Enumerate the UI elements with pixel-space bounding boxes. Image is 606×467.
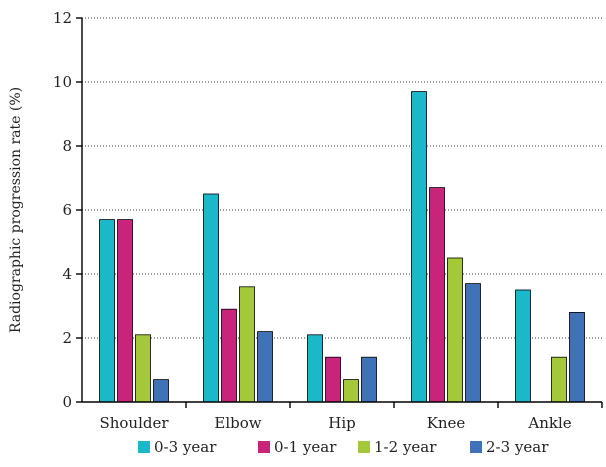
bar-0-1-year-shoulder	[117, 219, 133, 403]
bar-0-3-year-shoulder	[99, 219, 115, 403]
x-tick-label: Hip	[328, 414, 355, 432]
bars	[99, 91, 585, 403]
bar-0-1-year-elbow	[221, 308, 237, 403]
x-tick-label: Elbow	[214, 414, 261, 432]
y-tick-label: 2	[62, 329, 72, 347]
bar-0-1-year-knee	[429, 187, 445, 403]
y-tick-label: 0	[62, 393, 72, 411]
x-tick-label: Knee	[427, 414, 466, 432]
legend-label: 0-1 year	[274, 438, 337, 456]
bar-0-3-year-knee	[411, 91, 427, 403]
bar-0-3-year-ankle	[515, 289, 531, 403]
y-tick-label: 6	[62, 201, 72, 219]
bar-2-3-year-ankle	[569, 311, 585, 403]
legend: 0-3 year 0-1 year 1-2 year 2-3 year	[138, 438, 549, 456]
bar-2-3-year-elbow	[257, 331, 273, 403]
bar-0-1-year-hip	[325, 356, 341, 403]
bar-1-2-year-knee	[447, 257, 463, 403]
y-tick-label: 4	[62, 265, 72, 283]
bar-2-3-year-knee	[465, 283, 481, 403]
legend-label: 1-2 year	[374, 438, 437, 456]
y-axis-ticks: 0 2 4 6 8 10 12	[53, 9, 82, 411]
x-axis-ticks: Shoulder Elbow Hip Knee Ankle	[99, 402, 603, 432]
legend-swatch	[138, 441, 150, 453]
x-tick-label: Shoulder	[99, 414, 169, 432]
bar-1-2-year-ankle	[551, 356, 567, 403]
y-tick-label: 12	[53, 9, 72, 27]
y-tick-label: 8	[62, 137, 72, 155]
legend-swatch	[358, 441, 370, 453]
legend-swatch	[470, 441, 482, 453]
x-tick-label: Ankle	[527, 414, 571, 432]
bar-2-3-year-hip	[361, 356, 377, 403]
legend-label: 0-3 year	[154, 438, 217, 456]
bar-0-3-year-hip	[307, 334, 323, 403]
bar-2-3-year-shoulder	[153, 379, 169, 403]
bar-1-2-year-shoulder	[135, 334, 151, 403]
bar-1-2-year-elbow	[239, 286, 255, 403]
y-axis-title: Radiographic progression rate (%)	[8, 87, 24, 333]
bar-1-2-year-hip	[343, 379, 359, 403]
bar-0-3-year-elbow	[203, 193, 219, 403]
legend-swatch	[258, 441, 270, 453]
y-tick-label: 10	[53, 73, 72, 91]
legend-label: 2-3 year	[486, 438, 549, 456]
